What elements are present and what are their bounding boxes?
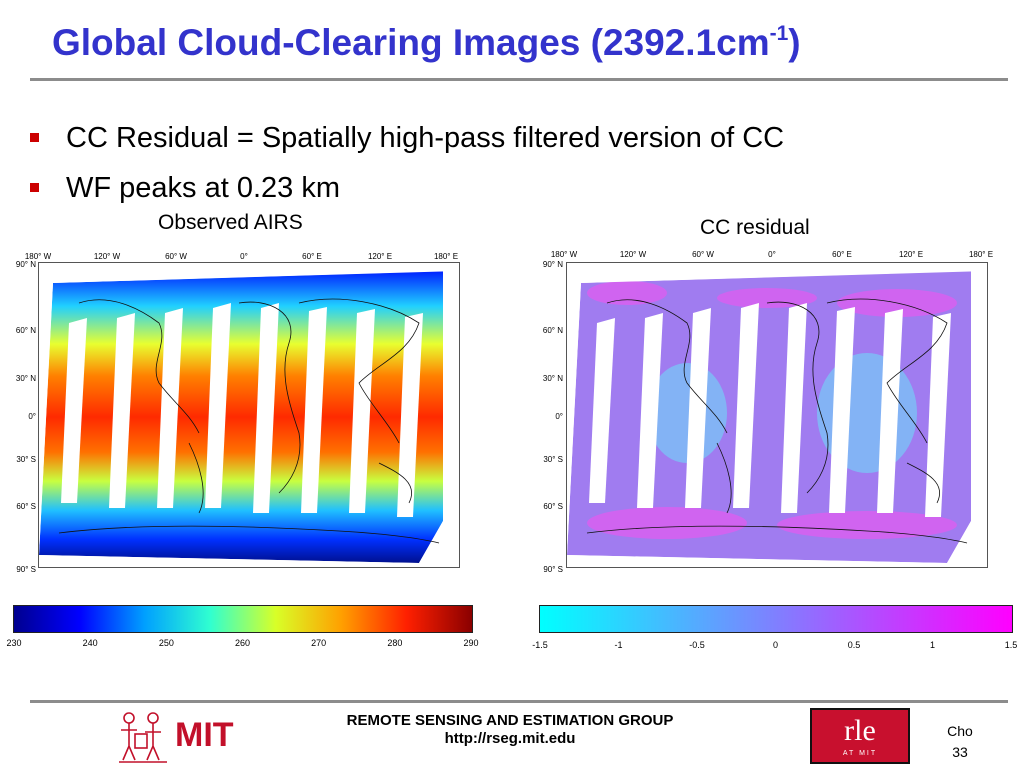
right-colorbar-label: 0 (772, 640, 779, 650)
right-colorbar-label: 0.5 (847, 640, 861, 650)
map-axis-tick-label: 30° S (543, 455, 563, 464)
map-axis-tick-label: 0° (28, 412, 36, 421)
rle-logo: rle AT MIT (810, 708, 910, 764)
left-colorbar-label: 260 (234, 638, 251, 648)
bullet-square-icon (30, 183, 39, 192)
cc-residual-map-graphic (567, 263, 987, 567)
map-axis-tick-label: 60° W (165, 252, 187, 261)
map-axis-tick-label: 120° E (367, 252, 393, 261)
title-divider (30, 78, 1008, 81)
map-axis-tick-label: 0° (240, 252, 248, 261)
map-axis-tick-label: 60° W (692, 250, 714, 259)
author-name: Cho (947, 723, 973, 739)
map-axis-tick-label: 60° N (542, 326, 563, 335)
observed-airs-colorbar (13, 605, 473, 633)
map-axis-tick-label: 120° E (898, 250, 924, 259)
bullet-square-icon (30, 133, 39, 142)
map-axis-tick-label: 30° N (542, 374, 563, 383)
map-axis-tick-label: 60° S (16, 502, 36, 511)
map-axis-tick-label: 0° (768, 250, 776, 259)
title-text: Global Cloud-Clearing Images (2392.1cm (52, 22, 770, 63)
cc-residual-colorbar (539, 605, 1013, 633)
slide-footer-right: Cho 33 (935, 721, 985, 763)
right-colorbar-label: 1.5 (1004, 640, 1018, 650)
bullet-text: CC Residual = Spatially high-pass filter… (66, 122, 785, 154)
map-axis-tick-label: 60° S (543, 502, 563, 511)
left-colorbar-label: 280 (387, 638, 403, 648)
right-colorbar-label: 1 (929, 640, 936, 650)
title-end: ) (788, 22, 801, 63)
bullet-text: WF peaks at 0.23 km (66, 172, 340, 204)
map-axis-tick-label: 120° W (619, 250, 647, 259)
group-name: REMOTE SENSING AND ESTIMATION GROUP (346, 712, 674, 729)
map-axis-tick-label: 90° N (542, 260, 563, 269)
map-axis-tick-label: 90° S (16, 565, 36, 574)
mit-wordmark: MIT (175, 716, 234, 754)
page-number: 33 (952, 744, 968, 760)
left-colorbar-label: 270 (311, 638, 327, 648)
observed-airs-map-image (38, 262, 460, 568)
map-axis-tick-label: 0° (555, 412, 563, 421)
right-map-caption: CC residual (700, 216, 810, 239)
bullet-item: WF peaks at 0.23 km (30, 172, 784, 222)
map-axis-tick-label: 30° S (16, 455, 36, 464)
map-axis-tick-label: 30° N (15, 374, 36, 383)
left-map-caption: Observed AIRS (158, 211, 303, 234)
map-axis-tick-label: 180° E (968, 250, 994, 259)
observed-airs-map-graphic (39, 263, 459, 567)
left-colorbar-label: 250 (158, 638, 174, 648)
group-url[interactable]: http://rseg.mit.edu (444, 730, 576, 747)
map-axis-tick-label: 90° N (15, 260, 36, 269)
cc-residual-map-image (566, 262, 988, 568)
rle-wordmark: rle (844, 714, 876, 747)
footer-group-info: REMOTE SENSING AND ESTIMATION GROUP http… (260, 712, 760, 748)
right-colorbar-label: -0.5 (689, 640, 705, 650)
left-colorbar-label: 230 (6, 638, 22, 648)
mit-seal-icon (119, 712, 167, 763)
bullet-list: CC Residual = Spatially high-pass filter… (30, 122, 784, 222)
map-axis-tick-label: 60° E (302, 252, 322, 261)
mit-logo: MIT (115, 708, 245, 764)
right-colorbar-label: -1.5 (532, 640, 548, 650)
rle-subtitle: AT MIT (842, 750, 878, 757)
map-axis-tick-label: 60° E (832, 250, 852, 259)
left-colorbar-label: 240 (82, 638, 98, 648)
map-axis-tick-label: 120° W (93, 252, 121, 261)
map-axis-tick-label: 90° S (543, 565, 563, 574)
footer-divider (30, 700, 1008, 703)
title-superscript: -1 (769, 22, 789, 45)
map-axis-tick-label: 180° E (433, 252, 459, 261)
map-axis-tick-label: 180° W (550, 250, 578, 259)
left-colorbar-label: 290 (463, 638, 479, 648)
map-axis-tick-label: 180° W (24, 252, 52, 261)
map-axis-tick-label: 60° N (15, 326, 36, 335)
right-colorbar-label: -1 (614, 640, 623, 650)
slide-title: Global Cloud-Clearing Images (2392.1cm-1… (52, 22, 801, 64)
bullet-item: CC Residual = Spatially high-pass filter… (30, 122, 784, 172)
